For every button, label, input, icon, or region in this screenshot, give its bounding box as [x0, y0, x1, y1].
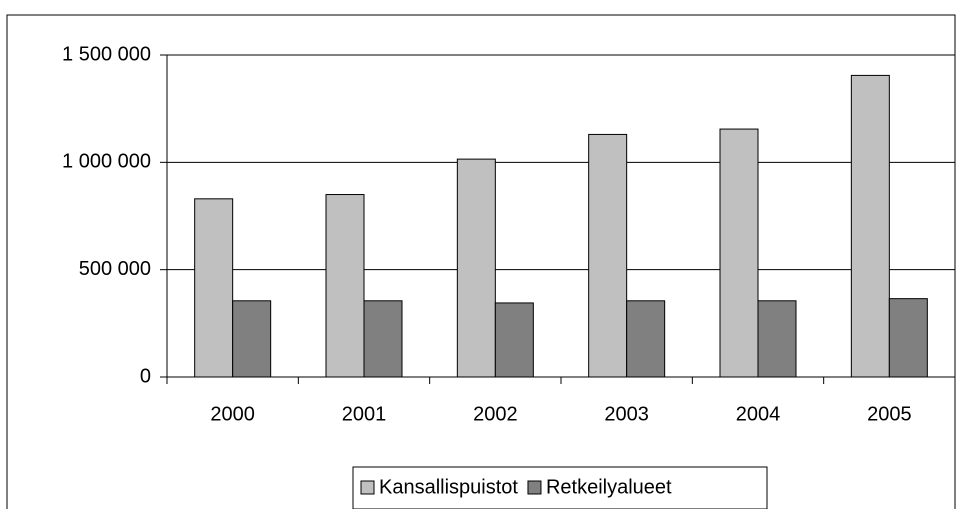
chart-frame [6, 14, 956, 509]
bar [757, 300, 797, 378]
x-tick-label: 2002 [473, 403, 518, 425]
bar [888, 298, 928, 378]
legend-label: Retkeilyalueet [546, 476, 672, 498]
bar [626, 300, 666, 378]
y-tick-label: 1 500 000 [62, 43, 151, 65]
bar [494, 302, 534, 378]
legend-swatch [527, 480, 542, 495]
x-tick-label: 2003 [604, 403, 649, 425]
x-tick-label: 2004 [736, 403, 781, 425]
bar [325, 194, 365, 378]
bar [363, 300, 403, 378]
bar [588, 133, 628, 378]
legend-label: Kansallispuistot [379, 476, 518, 498]
bar [194, 198, 234, 378]
bar [719, 128, 759, 378]
bar [850, 74, 890, 378]
x-tick-label: 2000 [210, 403, 255, 425]
legend-box [352, 466, 768, 509]
y-tick-label: 1 000 000 [62, 151, 151, 173]
y-tick-label: 0 [140, 365, 151, 387]
y-tick-label: 500 000 [79, 258, 151, 280]
bar [232, 300, 272, 378]
x-tick-label: 2005 [867, 403, 912, 425]
bar [456, 158, 496, 378]
legend-swatch [360, 480, 375, 495]
x-tick-label: 2001 [342, 403, 387, 425]
